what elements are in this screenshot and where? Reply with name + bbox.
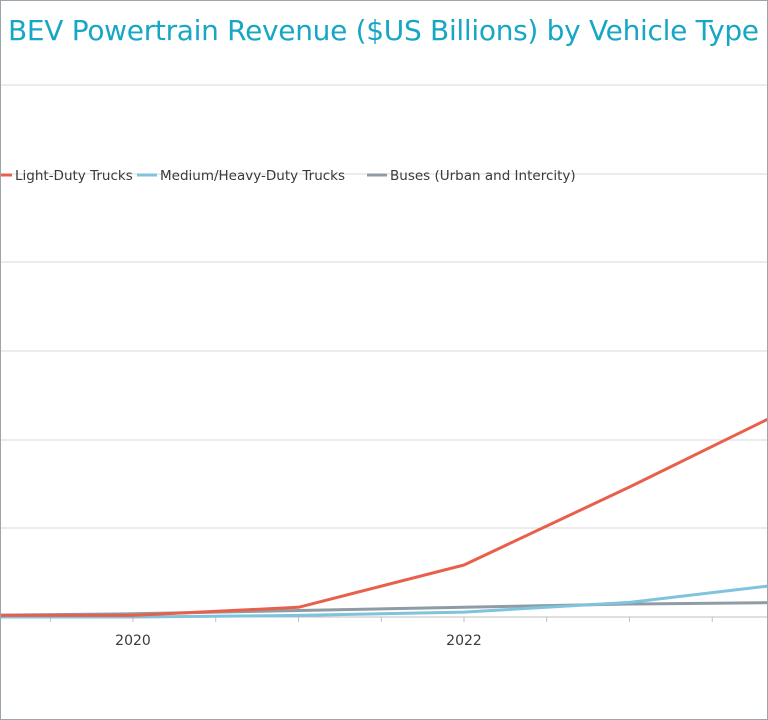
legend-label-1: Light-Duty Trucks <box>15 168 133 184</box>
chart-title: BEV Powertrain Revenue ($US Billions) by… <box>8 14 759 47</box>
series-lines <box>0 417 768 619</box>
legend: Light-Duty Trucks Medium/Heavy-Duty Truck… <box>0 168 576 184</box>
legend-label-2: Medium/Heavy-Duty Trucks <box>160 168 345 184</box>
x-tick-label: 2020 <box>115 633 151 649</box>
x-tick-label: 2022 <box>446 633 482 649</box>
x-axis: 2020202220242026 <box>0 616 768 649</box>
legend-label-3: Buses (Urban and Intercity) <box>390 168 576 184</box>
series-line-1 <box>0 417 768 617</box>
gridlines <box>0 84 768 529</box>
series-line-2 <box>0 584 768 619</box>
